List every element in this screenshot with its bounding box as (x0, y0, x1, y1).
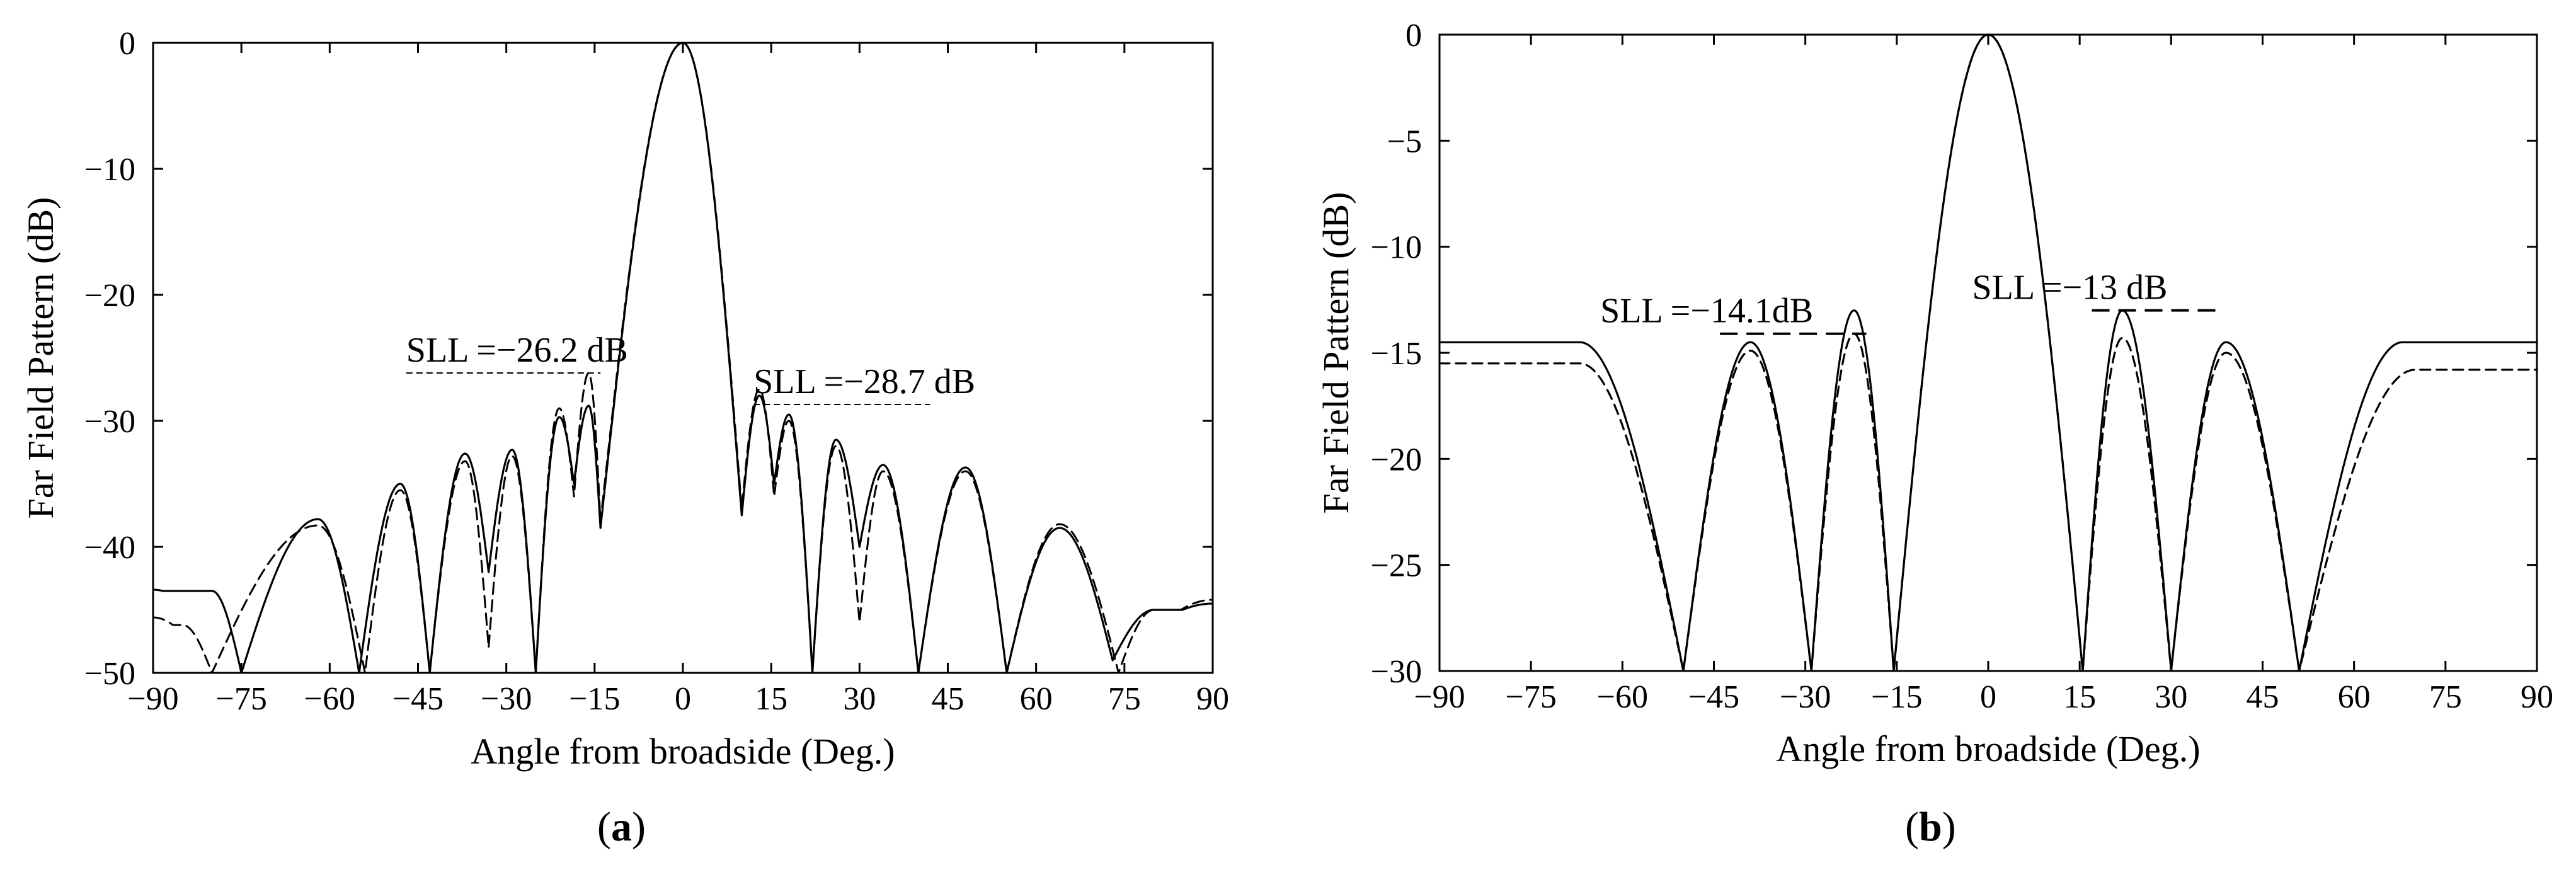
x-tick-label-b: −90 (1414, 679, 1465, 715)
x-tick-label-a: 0 (675, 681, 691, 717)
sll-label-a: SLL =−26.2 dB (406, 331, 628, 370)
x-tick-label-b: 60 (2338, 679, 2371, 715)
x-tick-label-b: 15 (2063, 679, 2096, 715)
x-tick-label-a: −15 (569, 681, 620, 717)
x-tick-label-b: 90 (2521, 679, 2553, 715)
y-tick-label-b: −5 (1387, 123, 1422, 159)
x-tick-label-b: 75 (2429, 679, 2462, 715)
y-tick-label-b: −25 (1371, 548, 1422, 584)
y-tick-label-b: −15 (1371, 336, 1422, 372)
y-tick-label-a: 0 (119, 26, 135, 62)
annotations-a: SLL =−26.2 dB SLL =−28.7 dB (406, 331, 975, 405)
chart-b: −90 −75 −60 −45 −30 −15 0 15 30 45 60 75 90 0 −5 −10 −15… (1315, 18, 2553, 769)
y-axis-label-b: Far Field Pattern (dB) (1315, 192, 1356, 514)
x-tick-label-a: −30 (481, 681, 532, 717)
series-solid-b (1438, 33, 2538, 672)
x-tick-label-a: −90 (127, 681, 178, 717)
x-axis-label-a: Angle from broadside (Deg.) (471, 731, 895, 772)
x-tick-label-b: −30 (1780, 679, 1831, 715)
x-tick-label-b: −75 (1506, 679, 1557, 715)
chart-a: −90 −75 −60 −45 −30 −15 0 15 30 45 60 75 90 0 −10 −20 −3… (20, 26, 1229, 772)
x-tick-label-b: 0 (1980, 679, 1996, 715)
x-tick-label-b: −15 (1871, 679, 1922, 715)
caption-a-letter: a (610, 804, 632, 850)
ticks-a: −90 −75 −60 −45 −30 −15 0 15 30 45 60 75 90 0 −10 −20 −3… (84, 26, 1229, 717)
y-tick-label-a: −30 (84, 404, 135, 440)
x-tick-label-a: 15 (755, 681, 787, 717)
series-dashed-a (152, 42, 1214, 674)
curves-a (152, 42, 1214, 674)
caption-a: (a) (597, 804, 646, 850)
x-tick-label-b: 30 (2155, 679, 2187, 715)
curves-b (1438, 33, 2538, 672)
x-tick-label-a: −60 (304, 681, 355, 717)
x-tick-label-b: −60 (1597, 679, 1648, 715)
annotations-b: SLL =−14.1dB SLL =−13 dB (1600, 268, 2220, 335)
x-tick-label-a: 60 (1020, 681, 1053, 717)
sll-label-a: SLL =−28.7 dB (753, 362, 975, 401)
y-tick-label-a: −20 (84, 278, 135, 314)
sll-label-b: SLL =−14.1dB (1600, 292, 1813, 331)
y-tick-label-b: −10 (1371, 230, 1422, 266)
y-tick-label-a: −10 (84, 152, 135, 188)
x-tick-label-a: 30 (843, 681, 876, 717)
x-tick-label-b: −45 (1688, 679, 1739, 715)
y-tick-label-b: 0 (1405, 18, 1422, 54)
sll-label-b: SLL =−13 dB (1972, 268, 2168, 307)
caption-b-letter: b (1918, 804, 1942, 850)
y-tick-label-b: −20 (1371, 442, 1422, 478)
x-tick-label-b: 45 (2247, 679, 2279, 715)
x-tick-label-a: 90 (1196, 681, 1229, 717)
x-tick-label-a: −75 (216, 681, 267, 717)
ticks-b: −90 −75 −60 −45 −30 −15 0 15 30 45 60 75 90 0 −5 −10 −15… (1371, 18, 2553, 715)
x-tick-label-a: −45 (392, 681, 444, 717)
x-tick-label-a: 75 (1108, 681, 1141, 717)
plot-frame-b (1438, 33, 2538, 672)
x-tick-label-a: 45 (932, 681, 965, 717)
y-tick-label-a: −40 (84, 530, 135, 566)
y-tick-label-b: −30 (1371, 654, 1422, 690)
caption-b: (b) (1905, 804, 1956, 850)
x-axis-label-b: Angle from broadside (Deg.) (1776, 728, 2200, 769)
series-dashed-b (1438, 33, 2538, 672)
y-tick-label-a: −50 (84, 656, 135, 692)
y-axis-label-a: Far Field Pattern (dB) (20, 197, 61, 519)
